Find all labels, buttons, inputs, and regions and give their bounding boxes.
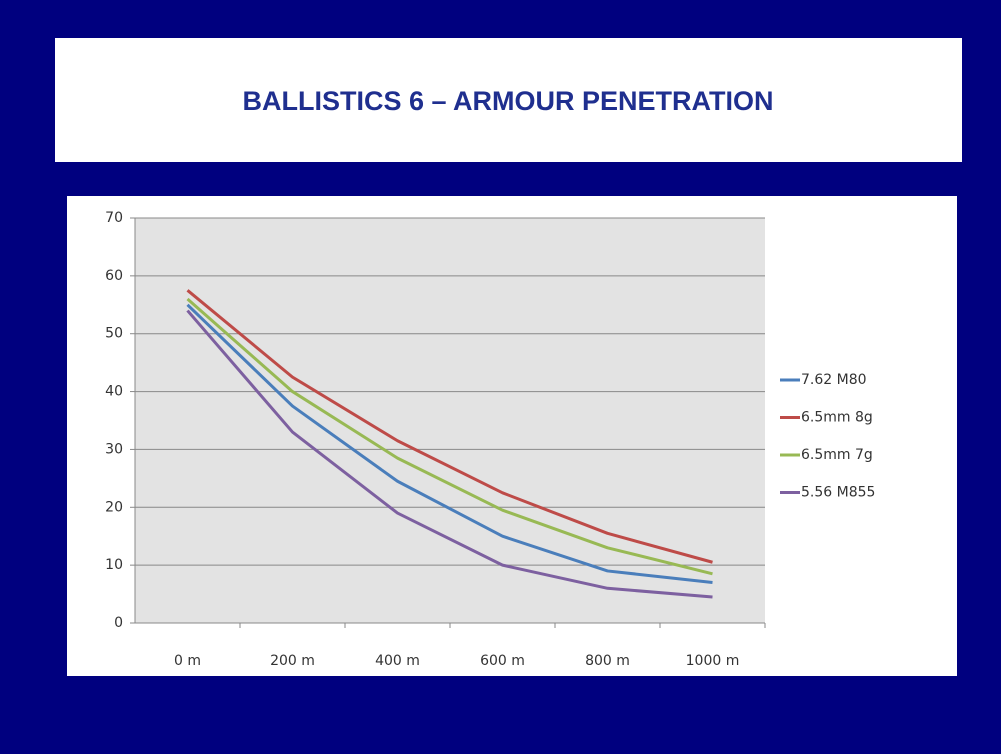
x-tick-label: 1000 m — [686, 653, 740, 669]
x-tick-label: 400 m — [375, 653, 420, 669]
legend-label: 7.62 M80 — [801, 372, 867, 388]
y-tick-label: 50 — [105, 326, 123, 342]
chart-title: BALLISTICS 6 – ARMOUR PENETRATION — [242, 86, 773, 116]
x-tick-label: 600 m — [480, 653, 525, 669]
series-line — [186, 309, 713, 599]
title-box — [55, 38, 962, 162]
y-tick-label: 40 — [105, 384, 123, 400]
x-tick-label: 800 m — [585, 653, 630, 669]
plot-area — [135, 218, 765, 623]
y-tick-label: 0 — [114, 615, 123, 631]
legend-label: 5.56 M855 — [801, 485, 875, 501]
y-tick-label: 20 — [105, 499, 123, 515]
y-tick-label: 10 — [105, 557, 123, 573]
x-tick-label: 0 m — [174, 653, 201, 669]
legend-label: 6.5mm 7g — [801, 447, 873, 463]
y-tick-label: 30 — [105, 441, 123, 457]
series-line — [186, 289, 713, 564]
y-tick-label: 60 — [105, 268, 123, 284]
legend-label: 6.5mm 8g — [801, 410, 873, 426]
x-tick-label: 200 m — [270, 653, 315, 669]
y-tick-label: 70 — [105, 210, 123, 226]
series-line — [186, 297, 713, 576]
series-line — [186, 303, 713, 584]
